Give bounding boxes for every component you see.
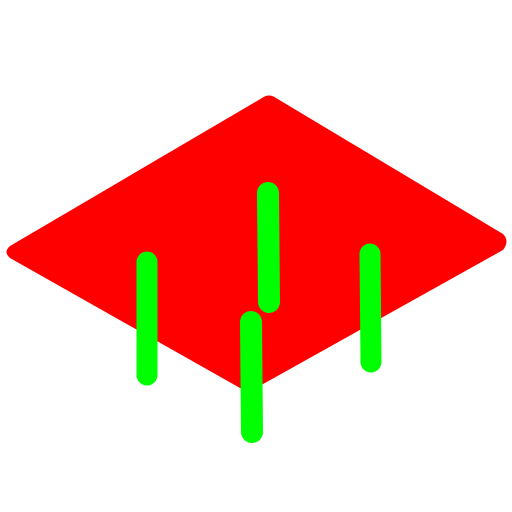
peg-front	[240, 311, 263, 443]
peg-back-center	[257, 182, 280, 313]
red-plate	[6, 95, 507, 390]
peg-right	[359, 243, 382, 373]
